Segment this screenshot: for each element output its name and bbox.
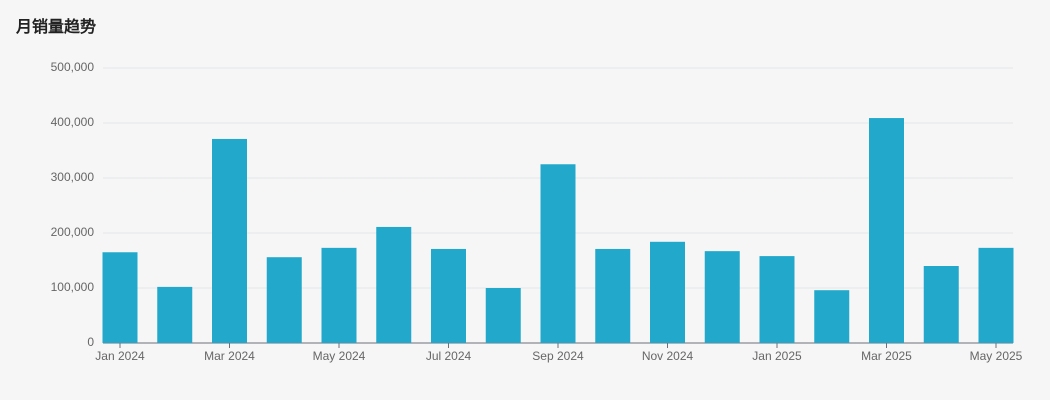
y-tick-label: 300,000 (51, 170, 95, 184)
bar (431, 248, 466, 343)
y-tick-label: 200,000 (51, 225, 95, 239)
bar (266, 257, 302, 343)
bar (485, 288, 521, 343)
chart-title: 月销量趋势 (15, 17, 96, 36)
x-tick-label: Jul 2024 (426, 349, 472, 363)
x-tick-label: May 2024 (313, 349, 366, 363)
bar (978, 247, 1014, 343)
x-tick-label: Sep 2024 (532, 349, 584, 363)
bar (704, 251, 740, 343)
bar (595, 248, 631, 343)
bar (650, 241, 685, 343)
bar (923, 266, 959, 343)
x-tick-label: May 2025 (970, 349, 1023, 363)
bar (376, 226, 412, 343)
bar (869, 118, 904, 343)
bar (814, 290, 850, 343)
x-tick-label: Nov 2024 (642, 349, 694, 363)
bar (157, 286, 193, 343)
y-tick-label: 0 (87, 335, 94, 349)
x-tick-label: Jan 2025 (752, 349, 802, 363)
x-tick-label: Mar 2025 (861, 349, 912, 363)
y-tick-label: 100,000 (51, 280, 95, 294)
x-tick-label: Jan 2024 (95, 349, 145, 363)
x-tick-label: Mar 2024 (204, 349, 255, 363)
bar (759, 256, 795, 343)
y-tick-label: 500,000 (51, 60, 95, 74)
bar (540, 164, 576, 343)
bar (212, 138, 247, 343)
bar (321, 247, 357, 343)
bar (102, 252, 138, 343)
y-tick-label: 400,000 (51, 115, 95, 129)
